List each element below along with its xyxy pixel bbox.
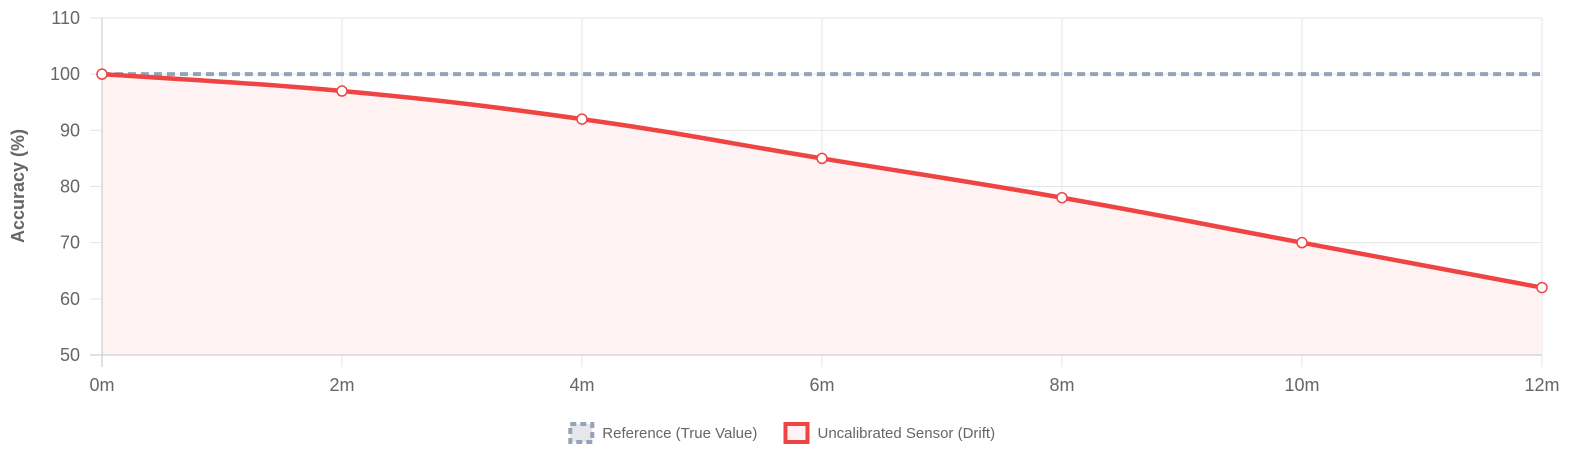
x-tick-label: 6m: [809, 375, 834, 395]
sensor-legend-label: Uncalibrated Sensor (Drift): [818, 425, 996, 442]
legend: Reference (True Value) Uncalibrated Senso…: [568, 422, 996, 444]
area-fills: [102, 74, 1542, 356]
y-tick-label: 50: [60, 345, 80, 365]
sensor-point: [96, 68, 108, 80]
x-tick-label: 2m: [329, 375, 354, 395]
y-tick-label: 100: [50, 64, 80, 84]
sensor-point: [576, 113, 588, 125]
y-tick-label: 60: [60, 289, 80, 309]
sensor-point: [1536, 281, 1548, 294]
x-tick-label: 12m: [1524, 375, 1559, 395]
sensor-area-fill: [102, 74, 1542, 356]
x-tick-label: 4m: [569, 375, 594, 395]
sensor-point: [336, 85, 348, 97]
y-tick-label: 70: [60, 233, 80, 253]
x-tick-label: 0m: [89, 375, 114, 395]
sensor-legend-swatch: [783, 422, 810, 444]
sensor-point: [816, 152, 828, 165]
y-tick-label: 80: [60, 177, 80, 197]
tick-labels: 50 60 70 80 90 100 110 0m 2m 4m 6m 8m 10m 12m: [50, 8, 1560, 395]
x-tick-label: 10m: [1284, 375, 1319, 395]
y-tick-label: 110: [51, 8, 80, 28]
sensor-point: [1296, 236, 1308, 249]
y-tick-label: 90: [60, 120, 80, 140]
reference-legend-label: Reference (True Value): [602, 425, 757, 442]
reference-legend-swatch: [568, 422, 595, 444]
sensor-point: [1056, 191, 1068, 204]
data-points: [96, 68, 1548, 294]
x-tick-label: 8m: [1049, 375, 1074, 395]
y-axis-title: Accuracy (%): [8, 129, 28, 243]
